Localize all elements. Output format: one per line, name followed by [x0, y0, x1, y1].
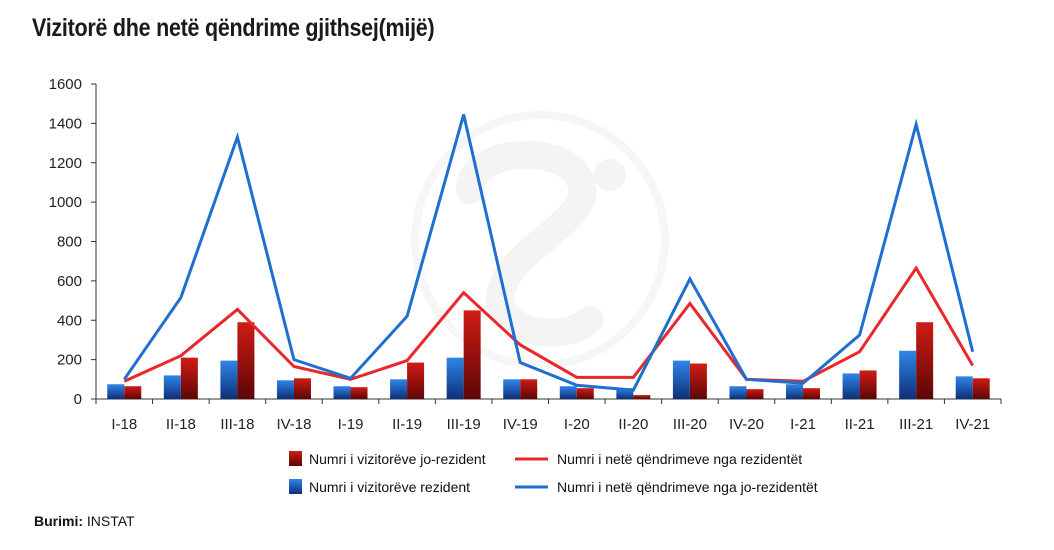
bar-resident	[899, 350, 917, 399]
x-tick-label: IV-19	[503, 416, 538, 433]
bar-nonresident	[180, 357, 198, 399]
legend-label: Numri i netë qëndrimeve nga rezidentët	[557, 451, 802, 467]
x-tick-label: III-21	[899, 416, 933, 433]
x-tick-label: I-19	[338, 416, 364, 433]
chart-axes: 0 200 400 600 800 1000 1200 1400 1600 I-18 II-18 II…	[49, 76, 1002, 433]
x-tick-label: II-20	[618, 416, 648, 433]
y-tick-label: 1200	[49, 155, 82, 172]
bar-nonresident	[859, 370, 877, 399]
bar-resident	[503, 379, 521, 399]
line-nonresident-nights	[123, 114, 975, 392]
x-tick-label: I-18	[111, 416, 137, 433]
bar-resident	[955, 376, 973, 399]
bar-nonresident	[576, 388, 594, 399]
y-tick-label: 0	[74, 391, 82, 408]
bar-resident	[333, 386, 351, 399]
y-tick-label: 1000	[49, 194, 82, 211]
bar-resident	[107, 384, 125, 399]
legend-label: Numri i vizitorëve jo-rezident	[309, 451, 486, 467]
bar-nonresident	[407, 362, 425, 399]
x-tick-label: III-19	[447, 416, 481, 433]
chart-svg: 0 200 400 600 800 1000 1200 1400 1600 I-18 II-18 II…	[49, 76, 1002, 495]
x-tick-label: IV-21	[955, 416, 990, 433]
legend-label: Numri i vizitorëve rezident	[309, 479, 470, 495]
y-tick-label: 600	[57, 273, 82, 290]
y-tick-label: 400	[57, 312, 82, 329]
bar-resident	[559, 386, 577, 399]
bar-resident	[616, 388, 634, 399]
bar-resident	[842, 373, 860, 399]
bar-nonresident	[916, 322, 934, 399]
x-tick-label: II-18	[166, 416, 196, 433]
x-tick-label: I-20	[564, 416, 590, 433]
bar-resident	[220, 360, 238, 399]
x-tick-label: III-18	[220, 416, 254, 433]
bar-resident	[390, 379, 408, 399]
bar-nonresident	[972, 378, 990, 399]
bar-nonresident	[350, 387, 368, 399]
chart-title: Vizitorë dhe netë qëndrime gjithsej(mijë…	[32, 14, 435, 42]
bar-nonresident	[124, 386, 142, 399]
source-label: Burimi:	[34, 513, 84, 529]
bar-resident	[446, 357, 464, 399]
y-tick-label: 800	[57, 234, 82, 251]
line-resident-nights	[123, 265, 975, 383]
x-tick-label: III-20	[673, 416, 707, 433]
x-tick-label: IV-20	[729, 416, 764, 433]
y-tick-label: 200	[57, 352, 82, 369]
bar-nonresident	[633, 395, 651, 399]
bar-resident	[672, 360, 690, 399]
bar-resident	[786, 384, 804, 399]
bar-resident	[729, 386, 747, 399]
y-tick-label: 1600	[49, 76, 82, 93]
bar-nonresident	[237, 322, 255, 399]
bar-nonresident	[463, 310, 481, 399]
chart-bars	[107, 310, 990, 399]
bar-nonresident	[689, 363, 707, 399]
bar-nonresident	[746, 389, 764, 399]
x-tick-label: II-19	[392, 416, 422, 433]
chart-legend: Numri i vizitorëve jo-rezident Numri i ne…	[289, 451, 818, 495]
legend-label: Numri i netë qëndrimeve nga jo-rezidentë…	[557, 479, 818, 495]
bar-nonresident	[520, 379, 538, 399]
watermark-logo	[411, 111, 669, 369]
chart-lines	[123, 114, 975, 392]
x-tick-label: II-21	[845, 416, 875, 433]
bar-resident	[163, 375, 181, 399]
x-tick-label: IV-18	[276, 416, 311, 433]
bar-nonresident	[803, 388, 821, 399]
bar-resident	[276, 380, 294, 399]
legend-swatch	[289, 479, 302, 494]
x-tick-label: I-21	[790, 416, 816, 433]
bar-nonresident	[293, 378, 311, 399]
source-value: INSTAT	[86, 513, 135, 529]
legend-swatch	[289, 451, 302, 466]
y-tick-label: 1400	[49, 115, 82, 132]
source-note: Burimi: INSTAT	[34, 513, 135, 529]
